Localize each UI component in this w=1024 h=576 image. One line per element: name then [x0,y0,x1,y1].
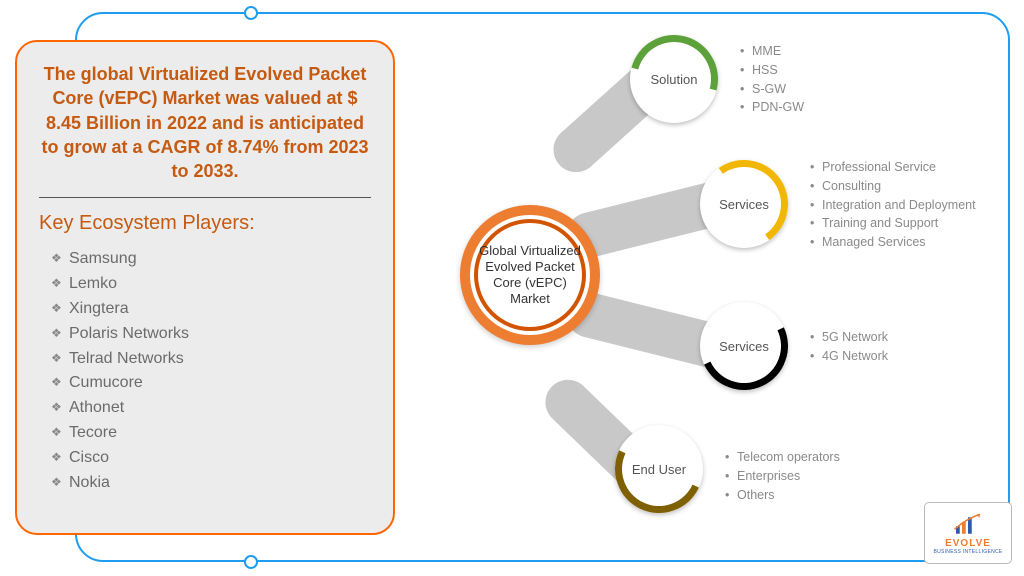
item: PDN-GW [740,98,804,117]
segment-items-solution: MME HSS S-GW PDN-GW [740,42,804,117]
item: Telecom operators [725,448,840,467]
item: Consulting [810,177,976,196]
player-item: Telrad Networks [51,347,371,372]
segment-node-solution: Solution [630,35,718,123]
item: Enterprises [725,467,840,486]
item: S-GW [740,80,804,99]
segment-label: Services [719,339,769,354]
segment-items-services-1: Professional Service Consulting Integrat… [810,158,976,252]
player-item: Polaris Networks [51,322,371,347]
segment-node-services-2: Services [700,302,788,390]
market-summary: The global Virtualized Evolved Packet Co… [39,62,371,183]
brand-logo: EVOLVE BUSINESS INTELLIGENCE [924,502,1012,564]
item: Professional Service [810,158,976,177]
player-item: Nokia [51,471,371,496]
player-item: Athonet [51,396,371,421]
item: 5G Network [810,328,888,347]
item: MME [740,42,804,61]
segment-node-services-1: Services [700,160,788,248]
item: HSS [740,61,804,80]
player-item: Cisco [51,446,371,471]
logo-icon [953,512,983,536]
mindmap-diagram: Global Virtualized Evolved Packet Core (… [420,30,990,530]
segment-items-services-2: 5G Network 4G Network [810,328,888,366]
segment-label: Solution [651,72,698,87]
center-node: Global Virtualized Evolved Packet Core (… [460,205,600,345]
connector-dot-bottom [244,555,258,569]
logo-tagline: BUSINESS INTELLIGENCE [933,549,1002,555]
divider [39,197,371,198]
segment-node-enduser: End User [615,425,703,513]
left-info-panel: The global Virtualized Evolved Packet Co… [15,40,395,535]
player-item: Samsung [51,247,371,272]
segment-label: Services [719,197,769,212]
logo-brand: EVOLVE [945,538,991,549]
segment-label: End User [632,462,686,477]
key-players-title: Key Ecosystem Players: [39,212,371,235]
segment-items-enduser: Telecom operators Enterprises Others [725,448,840,504]
connector-dot-top [244,6,258,20]
players-list: Samsung Lemko Xingtera Polaris Networks … [39,247,371,495]
player-item: Xingtera [51,297,371,322]
item: Others [725,486,840,505]
item: 4G Network [810,347,888,366]
item: Managed Services [810,233,976,252]
center-label: Global Virtualized Evolved Packet Core (… [470,243,590,308]
player-item: Cumucore [51,371,371,396]
item: Integration and Deployment [810,196,976,215]
player-item: Tecore [51,421,371,446]
item: Training and Support [810,214,976,233]
player-item: Lemko [51,272,371,297]
